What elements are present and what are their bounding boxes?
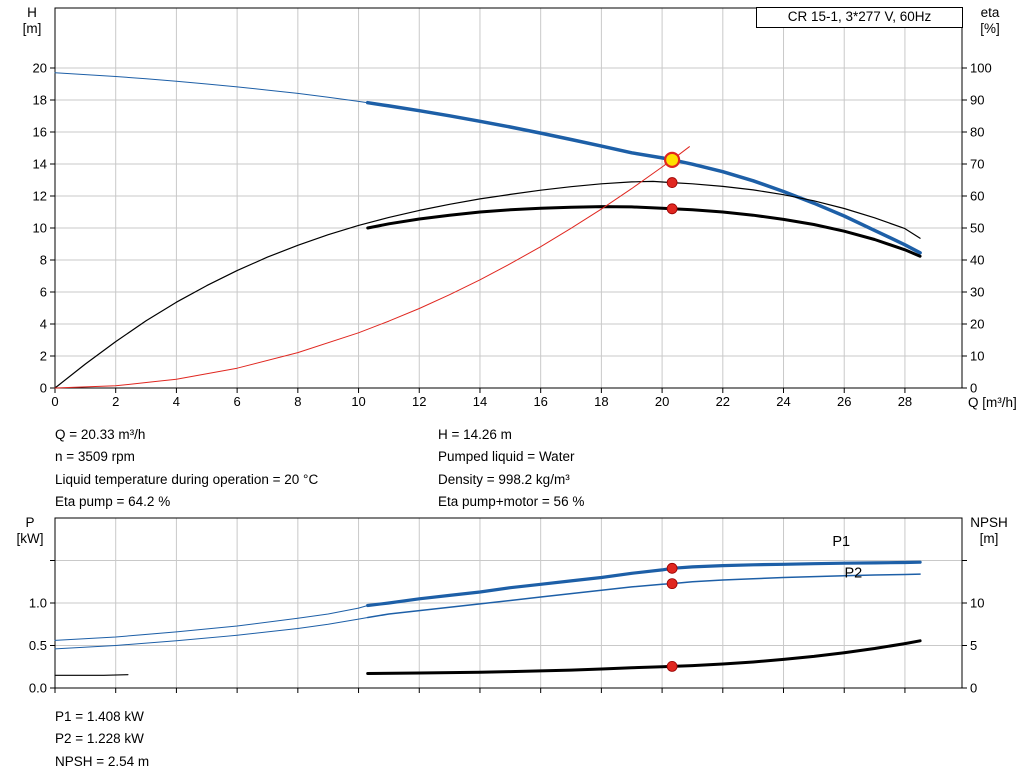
svg-text:10: 10 [970,596,984,611]
svg-text:10: 10 [970,349,984,364]
svg-text:90: 90 [970,93,984,108]
svg-text:0.0: 0.0 [29,681,47,696]
svg-text:16: 16 [33,125,47,140]
gridlines [55,518,962,688]
info-pumped-liquid: Pumped liquid = Water [438,449,575,465]
gridlines [55,8,962,388]
npsh-dot [666,661,678,672]
info-p2: P2 = 1.228 kW [55,731,144,747]
info-speed: n = 3509 rpm [55,449,135,465]
series-label-P1: P1 [832,534,850,550]
svg-text:0: 0 [51,394,58,409]
plot-frame [54,7,963,389]
svg-text:18: 18 [594,394,608,409]
svg-text:40: 40 [970,253,984,268]
npsh-axis-label-symbol: NPSH [970,515,1008,530]
h-axis-label-symbol: H [27,5,37,20]
svg-text:12: 12 [33,189,47,204]
p2-dot [666,578,678,590]
p-axis-label-symbol: P [25,515,35,530]
system-curve-curve [54,146,690,389]
info-head: H = 14.26 m [438,427,512,442]
svg-text:18: 18 [33,93,47,108]
svg-text:10: 10 [351,394,365,409]
h-axis-label: H [m] [12,5,52,37]
svg-text:12: 12 [412,394,426,409]
svg-text:2: 2 [112,394,119,409]
svg-text:8: 8 [40,253,47,268]
svg-text:60: 60 [970,189,984,204]
svg-text:70: 70 [970,157,984,172]
info-density: Density = 998.2 kg/m³ [438,471,570,487]
duty-info-right: H = 14.26 m Pumped liquid = Water Densit… [438,424,584,514]
npsh-axis-label: NPSH [m] [958,515,1020,547]
duty-info-left: Q = 20.33 m³/h n = 3509 rpm Liquid tempe… [55,424,318,514]
svg-text:80: 80 [970,125,984,140]
svg-text:26: 26 [837,394,851,409]
eta-pump-dot [666,177,678,188]
info-eta-pump: Eta pump = 64.2 % [55,494,171,510]
p1-thick-curve [366,560,922,608]
series-label-P2: P2 [844,566,862,582]
qh-eta-chart[interactable]: 0246810121416182001020304050607080901000… [33,7,992,410]
p2-thick-curve [366,573,921,619]
eta-pump-motor-curve [366,205,922,258]
svg-text:24: 24 [776,394,790,409]
eta-pump-curve [54,180,921,389]
svg-text:0: 0 [970,681,977,696]
svg-text:0: 0 [40,381,47,396]
info-flow: Q = 20.33 m³/h [55,427,146,442]
svg-text:100: 100 [970,61,992,76]
svg-text:2: 2 [40,349,47,364]
npsh-axis-label-unit: [m] [979,531,999,546]
svg-text:10: 10 [33,221,47,236]
svg-text:14: 14 [33,157,47,172]
qh-thin-curve [54,72,369,104]
svg-text:5: 5 [970,638,977,653]
power-info: P1 = 1.408 kW P2 = 1.228 kW NPSH = 2.54 … [55,706,149,773]
info-npsh: NPSH = 2.54 m [55,753,150,769]
svg-text:14: 14 [473,394,487,409]
svg-text:28: 28 [898,394,912,409]
svg-text:4: 4 [173,394,180,409]
svg-text:6: 6 [40,285,47,300]
power-npsh-chart[interactable]: 0.0 0.5 1.0 0 5 10 P1 P2 [29,517,985,696]
svg-text:6: 6 [234,394,241,409]
npsh-lead-curve [54,674,129,676]
svg-text:30: 30 [970,285,984,300]
svg-text:1.0: 1.0 [29,596,47,611]
info-p1: P1 = 1.408 kW [55,709,144,724]
svg-text:0: 0 [970,381,977,396]
qh-thick-curve [365,100,922,255]
eta-axis-label: eta [%] [966,5,1014,37]
axis-ticks: 0.0 0.5 1.0 0 5 10 [29,560,984,696]
svg-text:50: 50 [970,221,984,236]
svg-text:20: 20 [33,61,47,76]
axis-ticks: 0246810121416182001020304050607080901000… [33,61,992,410]
svg-text:20: 20 [655,394,669,409]
info-eta-pump-motor: Eta pump+motor = 56 % [438,494,585,510]
p-axis-label: P [kW] [6,515,54,547]
p1-dot [666,562,678,574]
svg-text:16: 16 [533,394,547,409]
duty-point[interactable] [664,151,681,168]
q-axis-label: Q [m³/h] [968,395,1017,410]
p2-thin-curve [54,617,369,650]
svg-text:20: 20 [970,317,984,332]
info-liquid-temperature: Liquid temperature during operation = 20… [55,471,319,487]
eta-axis-label-symbol: eta [980,5,1000,20]
pump-title-box: CR 15-1, 3*277 V, 60Hz [756,7,963,28]
p-axis-label-unit: [kW] [16,531,44,546]
h-axis-label-unit: [m] [22,21,42,36]
eta-axis-label-unit: [%] [980,21,1000,36]
svg-text:0.5: 0.5 [29,638,47,653]
eta-pump-motor-dot [666,203,678,215]
p1-thin-curve [54,605,369,641]
svg-text:22: 22 [716,394,730,409]
svg-text:4: 4 [40,317,47,332]
svg-text:8: 8 [294,394,301,409]
